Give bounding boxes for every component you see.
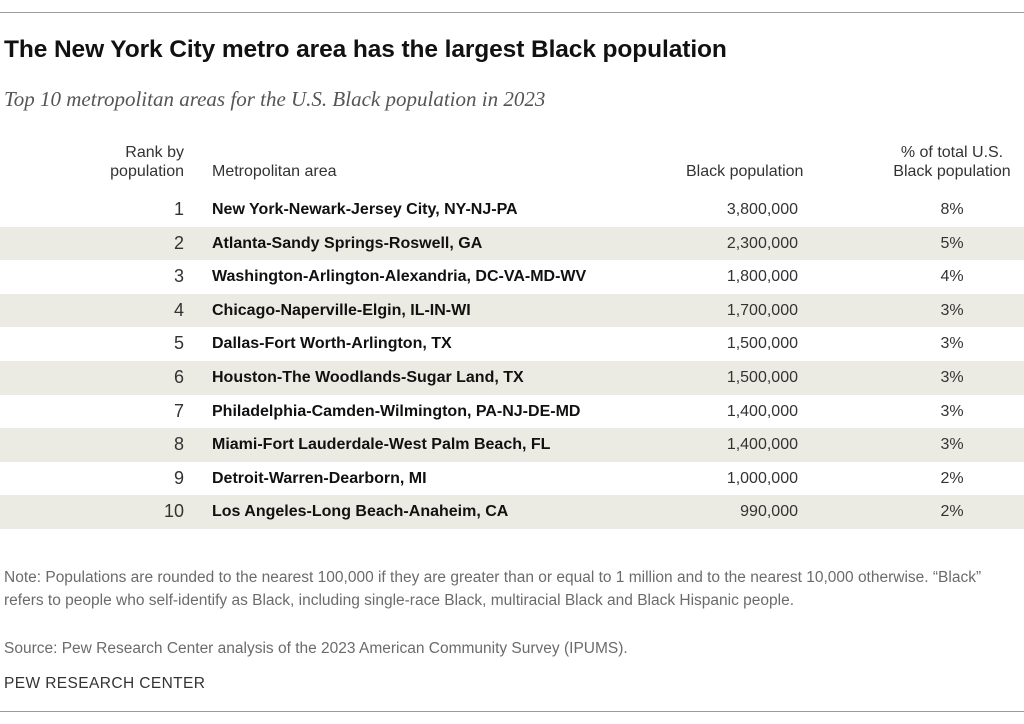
rank-cell: 4 [173,299,184,320]
population-cell: 1,800,000 [726,268,798,286]
header-pct-line-1: % of total U.S. [900,144,1004,161]
rank-cell: 5 [173,333,184,354]
table-row: 8 Miami-Fort Lauderdale-West Palm Beach, … [0,428,1024,462]
note-text: Note: Populations are rounded to the nea… [4,569,982,609]
rank-cell: 3 [173,266,184,287]
pct-cell: 3% [940,301,964,319]
metro-cell: Los Angeles-Long Beach-Anaheim, CA [212,503,509,521]
credit-text: PEW RESEARCH CENTER [4,675,206,692]
population-cell: 1,700,000 [726,301,798,319]
table-row: 3 Washington-Arlington-Alexandria, DC-VA-… [0,260,1024,294]
header-population: Black population [686,163,804,180]
table-row: 7 Philadelphia-Camden-Wilmington, PA-NJ-D… [0,395,1024,429]
rank-cell: 2 [173,232,184,253]
chart-subtitle: Top 10 metropolitan areas for the U.S. B… [4,87,546,111]
table-row: 10 Los Angeles-Long Beach-Anaheim, CA 990,… [0,495,1024,529]
population-cell: 1,500,000 [726,368,798,386]
pct-cell: 3% [940,335,964,353]
population-cell: 1,400,000 [726,402,798,420]
pct-cell: 3% [940,402,964,420]
population-cell: 1,400,000 [726,436,798,454]
header-rank-line-2: population [110,163,184,180]
pct-cell: 2% [940,503,964,521]
header-pct-line-2: Black population [893,163,1011,180]
population-cell: 2,300,000 [726,234,798,252]
population-cell: 3,800,000 [726,201,798,218]
rank-cell: 7 [173,400,184,421]
rank-cell: 10 [163,501,184,522]
pct-cell: 4% [940,268,964,286]
pct-cell: 8% [940,201,964,218]
pct-cell: 3% [940,368,964,386]
metro-cell: Detroit-Warren-Dearborn, MI [212,469,427,487]
header-rank: Rank by population [64,143,184,181]
metro-cell: Philadelphia-Camden-Wilmington, PA-NJ-DE… [212,402,581,420]
metro-cell: New York-Newark-Jersey City, NY-NJ-PA [212,201,518,218]
metro-cell: Houston-The Woodlands-Sugar Land, TX [212,368,524,386]
metro-cell: Miami-Fort Lauderdale-West Palm Beach, F… [212,436,551,454]
population-cell: 1,000,000 [726,469,798,487]
table-row: 5 Dallas-Fort Worth-Arlington, TX 1,500,00… [0,327,1024,361]
rank-cell: 6 [173,366,184,387]
header-metro: Metropolitan area [212,163,337,180]
metro-cell: Atlanta-Sandy Springs-Roswell, GA [212,234,483,252]
population-cell: 990,000 [740,503,798,521]
header-pct: % of total U.S. Black population [877,143,1024,181]
rank-cell: 1 [173,199,184,219]
table-body: 1 New York-Newark-Jersey City, NY-NJ-PA 3,… [0,193,1024,529]
metro-cell: Washington-Arlington-Alexandria, DC-VA-M… [212,268,587,286]
pct-cell: 2% [940,469,964,487]
rank-cell: 8 [173,434,184,455]
rank-cell: 9 [173,467,184,488]
chart-title: The New York City metro area has the lar… [4,36,727,63]
table-row: 4 Chicago-Naperville-Elgin, IL-IN-WI 1,700… [0,293,1024,328]
bottom-divider [0,711,1024,712]
population-cell: 1,500,000 [726,335,798,353]
table-row: 9 Detroit-Warren-Dearborn, MI 1,000,000 2% [0,462,1024,496]
header-rank-line-1: Rank by [125,144,184,161]
pct-cell: 3% [940,436,964,454]
source-text: Source: Pew Research Center analysis of … [4,640,628,657]
table-row: 6 Houston-The Woodlands-Sugar Land, TX 1,5… [0,360,1024,395]
metro-cell: Dallas-Fort Worth-Arlington, TX [212,335,452,353]
metro-cell: Chicago-Naperville-Elgin, IL-IN-WI [212,301,471,319]
top-divider [0,12,1024,13]
pct-cell: 5% [940,234,964,252]
table-row: 2 Atlanta-Sandy Springs-Roswell, GA 2,300,… [0,226,1024,261]
table-row: 1 New York-Newark-Jersey City, NY-NJ-PA 3,… [0,193,1024,227]
